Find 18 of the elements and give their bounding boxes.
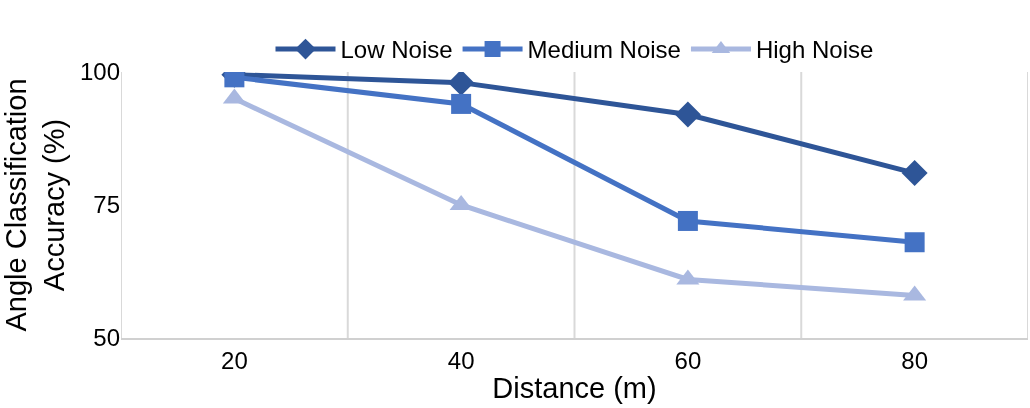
x-tick-label: 80: [901, 346, 928, 374]
point: [674, 101, 701, 128]
point: [677, 210, 698, 231]
legend-label: Low Noise: [340, 36, 453, 64]
legend-label: High Noise: [755, 36, 874, 64]
x-tick-label: 20: [221, 346, 248, 374]
y-tick-label: 50: [93, 324, 120, 352]
y-axis-title: Angle Classification Accuracy (%): [0, 78, 70, 332]
point: [904, 232, 925, 253]
x-tick-label: 40: [447, 346, 475, 374]
y-tick-label: 75: [93, 191, 120, 219]
legend-label: Medium Noise: [527, 36, 681, 64]
x-tick-label: 60: [674, 346, 702, 374]
y-tick-label: 100: [79, 58, 120, 86]
point: [901, 160, 928, 187]
point: [451, 93, 472, 114]
point: [448, 72, 475, 96]
x-axis-title: Distance (m): [492, 372, 657, 405]
